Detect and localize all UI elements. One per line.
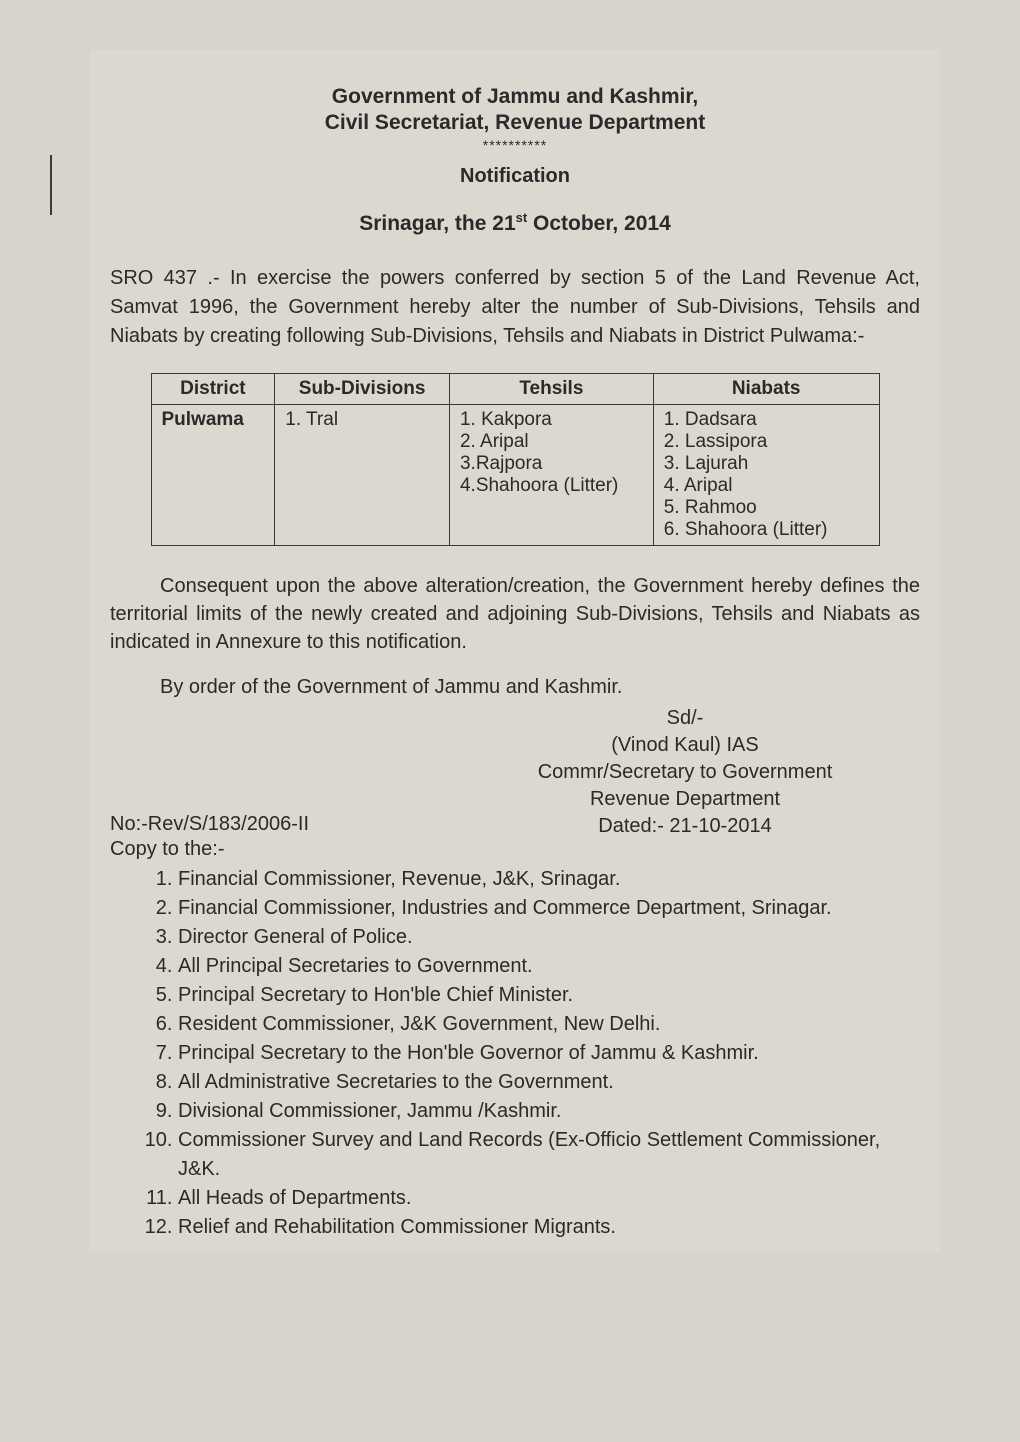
table-row: Pulwama 1. Tral 1. Kakpora 2. Aripal 3.R…: [151, 405, 879, 546]
date-suffix: st: [516, 210, 528, 225]
sig-dept: Revenue Department: [450, 786, 920, 813]
consequent-paragraph: Consequent upon the above alteration/cre…: [110, 572, 920, 656]
divisions-table: District Sub-Divisions Tehsils Niabats P…: [151, 373, 880, 546]
list-item: All Administrative Secretaries to the Go…: [178, 1068, 920, 1097]
reference-row: No:-Rev/S/183/2006-II: [110, 813, 920, 836]
sig-name: (Vinod Kaul) IAS: [450, 732, 920, 759]
list-item: Principal Secretary to the Hon'ble Gover…: [178, 1039, 920, 1068]
th-district: District: [151, 374, 275, 405]
header-line2: Civil Secretariat, Revenue Department: [110, 111, 920, 135]
order-line: By order of the Government of Jammu and …: [110, 676, 920, 699]
td-subdivisions: 1. Tral: [275, 405, 450, 546]
document-page: Government of Jammu and Kashmir, Civil S…: [90, 50, 940, 1252]
list-item: Principal Secretary to Hon'ble Chief Min…: [178, 981, 920, 1010]
list-item: All Heads of Departments.: [178, 1184, 920, 1213]
margin-mark: [50, 155, 52, 215]
list-item: All Principal Secretaries to Government.: [178, 952, 920, 981]
list-item: Financial Commissioner, Revenue, J&K, Sr…: [178, 865, 920, 894]
list-item: Financial Commissioner, Industries and C…: [178, 894, 920, 923]
list-item: Relief and Rehabilitation Commissioner M…: [178, 1213, 920, 1242]
list-item: Director General of Police.: [178, 923, 920, 952]
td-district: Pulwama: [151, 405, 275, 546]
date-line: Srinagar, the 21st October, 2014: [110, 210, 920, 236]
reference-no: No:-Rev/S/183/2006-II: [110, 813, 920, 836]
date-rest: October, 2014: [527, 212, 671, 235]
table-wrapper: District Sub-Divisions Tehsils Niabats P…: [110, 373, 920, 546]
date-prefix: Srinagar, the 21: [359, 212, 515, 235]
notification-label: Notification: [110, 165, 920, 188]
sig-sd: Sd/-: [450, 705, 920, 732]
list-item: Divisional Commissioner, Jammu /Kashmir.: [178, 1097, 920, 1126]
table-header-row: District Sub-Divisions Tehsils Niabats: [151, 374, 879, 405]
header-stars: **********: [110, 137, 920, 153]
body-paragraph: SRO 437 .- In exercise the powers confer…: [110, 264, 920, 351]
th-niabats: Niabats: [653, 374, 879, 405]
th-subdivisions: Sub-Divisions: [275, 374, 450, 405]
copy-list: Financial Commissioner, Revenue, J&K, Sr…: [110, 865, 920, 1242]
sig-title: Commr/Secretary to Government: [450, 759, 920, 786]
copy-to-label: Copy to the:-: [110, 838, 920, 861]
td-tehsils: 1. Kakpora 2. Aripal 3.Rajpora 4.Shahoor…: [449, 405, 653, 546]
list-item: Commissioner Survey and Land Records (Ex…: [178, 1126, 920, 1184]
header-line1: Government of Jammu and Kashmir,: [110, 85, 920, 109]
list-item: Resident Commissioner, J&K Government, N…: [178, 1010, 920, 1039]
th-tehsils: Tehsils: [449, 374, 653, 405]
td-niabats: 1. Dadsara 2. Lassipora 3. Lajurah 4. Ar…: [653, 405, 879, 546]
